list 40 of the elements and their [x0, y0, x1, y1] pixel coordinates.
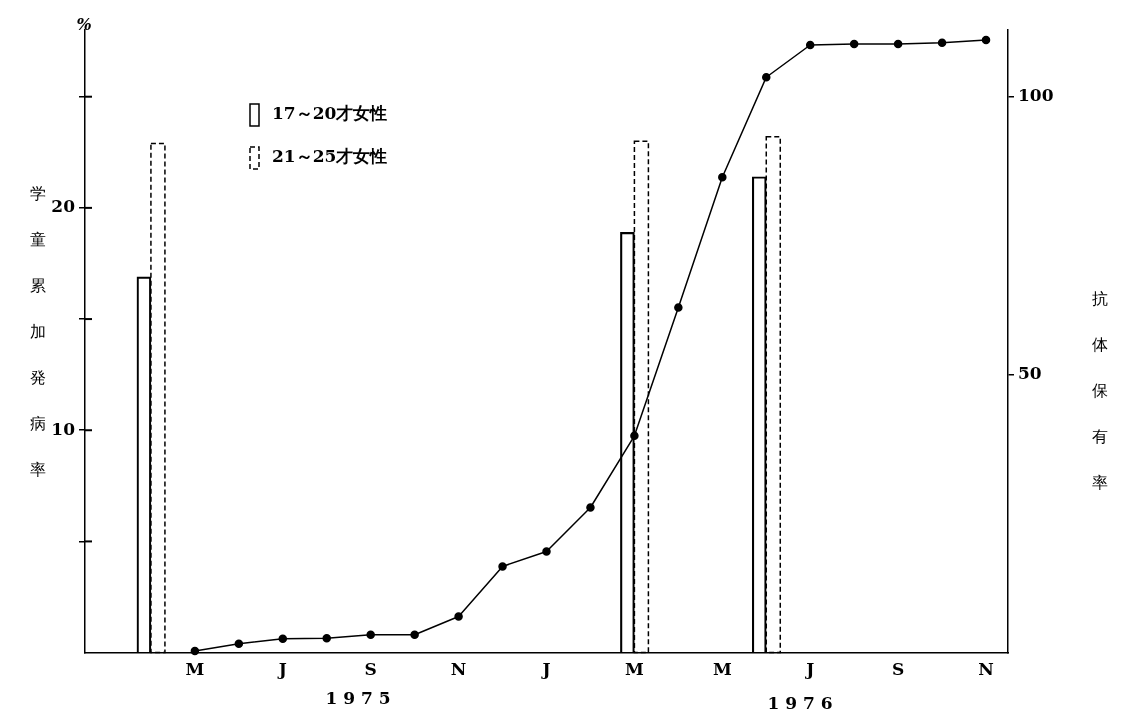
y2-tick-label: 50 [1018, 363, 1042, 384]
point [234, 639, 244, 648]
point [849, 39, 859, 49]
text: 1 9 7 5 [325, 688, 391, 709]
point [366, 630, 375, 640]
x-tick-label: M [185, 659, 205, 680]
point [762, 73, 771, 82]
legend-label: 17～20才女性 [272, 103, 388, 124]
point [893, 39, 903, 49]
x-tick-label: S [891, 659, 905, 680]
point [542, 547, 551, 556]
y-tick-label: 20 [51, 196, 76, 217]
point [322, 633, 331, 643]
x-tick-label: J [540, 659, 551, 680]
point [937, 38, 947, 48]
point [674, 303, 683, 312]
x-tick-label: N [978, 659, 994, 680]
point [805, 40, 815, 50]
x-tick-label: N [450, 659, 467, 680]
y2-tick-label: 100 [1018, 85, 1054, 106]
point [586, 503, 595, 512]
point [981, 35, 991, 45]
point [278, 634, 288, 643]
point [718, 173, 727, 182]
point [630, 431, 639, 441]
y-tick-label: 10 [51, 418, 76, 439]
point [454, 612, 463, 621]
x-tick-label: S [364, 659, 377, 680]
x-tick-label: J [804, 659, 815, 680]
text: 学童累加発病率 [30, 184, 46, 480]
legend-label: 21～25才女性 [272, 146, 388, 167]
text: 1 9 7 6 [767, 693, 833, 714]
point [410, 630, 419, 640]
point [498, 562, 507, 571]
x-tick-label: J [276, 659, 287, 680]
point [190, 646, 200, 656]
x-tick-label: M [624, 659, 644, 680]
annotation: % [76, 15, 92, 35]
text: 抗体保有率 [1092, 289, 1108, 493]
x-tick-label: M [712, 659, 732, 680]
